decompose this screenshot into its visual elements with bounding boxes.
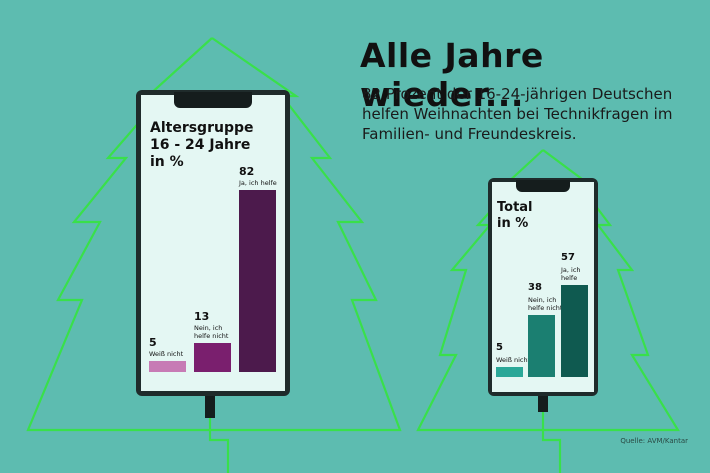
- total-title: Total in %: [497, 200, 533, 232]
- bar-label-chart-age-2: Ja, ich helfe: [239, 179, 277, 187]
- age-group-title: Altersgruppe 16 - 24 Jahre in %: [150, 120, 254, 171]
- large-tree-outline: [26, 37, 402, 432]
- bar-label-line: Weiß nicht: [496, 356, 531, 364]
- bar-value-chart-age-0: 5: [149, 335, 157, 349]
- bar-label-chart-age-0: Weiß nicht: [149, 350, 183, 358]
- total-title-line-2: in %: [497, 216, 529, 231]
- bar-label-line: Nein, ich: [528, 296, 557, 305]
- age-group-plug: [205, 396, 215, 418]
- cable-right: [541, 412, 562, 473]
- bar-value-chart-age-1: 13: [194, 310, 210, 324]
- bar-label-line: Weiß nicht: [149, 349, 184, 358]
- age-group-title-line-2: 16 - 24 Jahre: [150, 137, 251, 153]
- bar-label-line: helfe: [561, 273, 578, 282]
- bar-label-line: Nein, ich: [194, 324, 223, 333]
- bar-chart-total-2: [561, 284, 588, 377]
- bar-chart-age-1: [194, 343, 231, 372]
- bar-value-chart-total-2: 57: [561, 251, 575, 263]
- bar-label-line: helfe nicht: [528, 304, 563, 313]
- total-notch: [516, 180, 570, 192]
- cable-left: [208, 418, 230, 473]
- bar-label-chart-total-0: Weiß nicht: [496, 356, 530, 364]
- small-tree-outline: [416, 149, 680, 432]
- bar-chart-age-2: [239, 189, 276, 372]
- bar-label-chart-age-1: Nein, ich helfe nicht: [194, 324, 228, 340]
- bar-label-chart-total-2: Ja, ich helfe: [561, 266, 581, 282]
- total-title-line-1: Total: [497, 200, 533, 215]
- bar-label-line: Ja, ich: [561, 265, 581, 274]
- headline: Alle Jahre wieder...: [360, 36, 544, 114]
- bar-chart-total-1: [528, 315, 555, 377]
- age-group-title-line-1: Altersgruppe: [150, 120, 254, 136]
- total-plug: [538, 396, 548, 412]
- age-group-notch: [174, 92, 252, 108]
- age-group-title-line-3: in %: [150, 154, 184, 170]
- bar-value-chart-total-1: 38: [528, 282, 542, 294]
- subheadline: 82 Prozent der 16-24-jährigen Deutschen …: [362, 85, 673, 143]
- source-note: Quelle: AVM/Kantar: [620, 437, 688, 445]
- bar-label-line: helfe nicht: [194, 332, 229, 341]
- bar-value-chart-total-0: 5: [496, 342, 503, 353]
- bar-label-chart-total-1: Nein, ich helfe nicht: [528, 296, 562, 312]
- bar-chart-age-0: [149, 360, 186, 372]
- bar-chart-total-0: [496, 367, 523, 377]
- bar-value-chart-age-2: 82: [239, 164, 255, 178]
- bar-label-line: Ja, ich helfe: [239, 178, 277, 187]
